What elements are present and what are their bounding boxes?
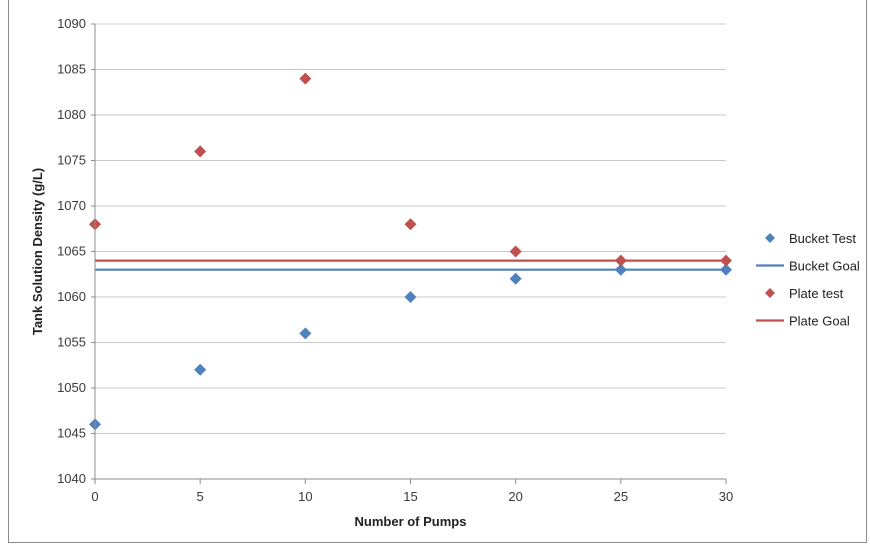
y-tick-label: 1050 — [57, 380, 86, 395]
data-point — [614, 263, 627, 276]
gridlines — [95, 23, 726, 434]
y-tick-label: 1065 — [57, 244, 86, 259]
data-point — [509, 272, 522, 285]
x-tick-label: 10 — [298, 489, 312, 504]
legend-marker — [765, 233, 775, 243]
data-point — [194, 363, 207, 376]
legend: Bucket Test Bucket Goal Plate test Plate Go… — [756, 231, 860, 329]
data-point — [299, 72, 312, 85]
data-point — [720, 254, 732, 267]
x-tick-label: 15 — [403, 489, 417, 504]
y-tick-label: 1045 — [57, 426, 86, 441]
x-tick-label: 30 — [719, 489, 733, 504]
axes: 1040104510501055106010651070107510801085… — [57, 16, 733, 504]
y-tick-label: 1075 — [57, 153, 86, 168]
x-tick-label: 20 — [508, 489, 522, 504]
x-tick-label: 0 — [91, 489, 98, 504]
plot-area — [89, 72, 732, 431]
y-tick-label: 1080 — [57, 107, 86, 122]
data-point — [299, 327, 312, 340]
y-axis-title: Tank Solution Density (g/L) — [30, 168, 45, 335]
legend-label: Plate test — [789, 286, 844, 301]
y-tick-label: 1055 — [57, 335, 86, 350]
legend-marker — [765, 288, 775, 298]
y-tick-label: 1090 — [57, 16, 86, 31]
legend-label: Plate Goal — [789, 314, 850, 329]
x-tick-label: 5 — [197, 489, 204, 504]
data-point — [194, 145, 207, 158]
data-point — [404, 291, 417, 303]
y-tick-label: 1070 — [57, 198, 86, 213]
y-tick-label: 1040 — [57, 471, 86, 486]
legend-label: Bucket Goal — [789, 259, 860, 274]
data-point — [404, 218, 417, 231]
y-tick-label: 1085 — [57, 62, 86, 77]
data-point — [720, 263, 732, 276]
y-tick-label: 1060 — [57, 289, 86, 304]
legend-label: Bucket Test — [789, 231, 856, 246]
x-axis-title: Number of Pumps — [355, 514, 467, 529]
x-tick-label: 25 — [614, 489, 628, 504]
data-point — [614, 254, 627, 267]
data-point — [509, 245, 522, 258]
